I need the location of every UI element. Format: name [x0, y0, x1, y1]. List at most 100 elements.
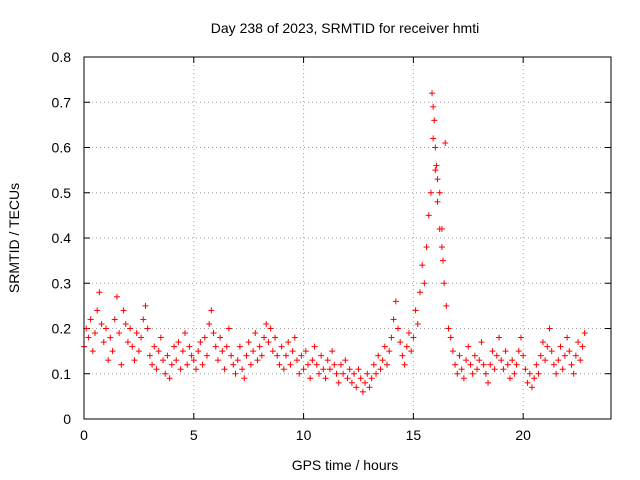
y-tick-label: 0.4 — [52, 230, 72, 246]
data-point — [100, 339, 107, 346]
data-point — [278, 343, 285, 350]
data-point — [408, 348, 415, 355]
data-point — [203, 352, 210, 359]
data-point — [335, 379, 342, 386]
data-point — [509, 357, 516, 364]
data-point — [272, 334, 279, 341]
data-point — [111, 316, 118, 323]
data-point — [553, 370, 560, 377]
data-point — [109, 348, 116, 355]
data-point — [263, 320, 270, 327]
data-point — [471, 352, 478, 359]
data-point — [357, 375, 364, 382]
data-point — [348, 379, 355, 386]
data-point — [311, 343, 318, 350]
data-point — [236, 343, 243, 350]
data-point — [98, 320, 105, 327]
data-point — [337, 361, 344, 368]
data-point — [423, 244, 430, 251]
data-point — [434, 176, 441, 183]
data-point — [395, 325, 402, 332]
data-point — [575, 339, 582, 346]
data-point — [390, 316, 397, 323]
data-point — [535, 370, 542, 377]
data-point — [162, 370, 169, 377]
data-point — [261, 334, 268, 341]
data-point — [436, 189, 443, 196]
data-point — [442, 139, 449, 146]
data-point — [355, 366, 362, 373]
data-point — [219, 348, 226, 355]
data-point — [304, 361, 311, 368]
data-point — [430, 103, 437, 110]
data-point — [234, 357, 241, 364]
data-point — [443, 302, 450, 309]
data-point — [133, 330, 140, 337]
data-point — [153, 366, 160, 373]
data-point — [217, 334, 224, 341]
data-point — [223, 343, 230, 350]
data-point — [91, 330, 98, 337]
data-point — [449, 348, 456, 355]
axis-ticks — [83, 56, 611, 420]
data-point — [144, 325, 151, 332]
data-point — [544, 343, 551, 350]
data-point — [296, 370, 303, 377]
data-point — [526, 370, 533, 377]
data-point — [94, 307, 101, 314]
data-point — [164, 352, 171, 359]
x-tick-label: 20 — [515, 427, 531, 443]
data-point — [513, 361, 520, 368]
data-point — [342, 357, 349, 364]
data-point — [232, 370, 239, 377]
data-point — [85, 334, 92, 341]
data-point — [555, 357, 562, 364]
data-point — [192, 366, 199, 373]
data-point — [364, 370, 371, 377]
data-point — [388, 334, 395, 341]
data-point — [366, 384, 373, 391]
data-point — [307, 375, 314, 382]
data-point — [561, 352, 568, 359]
data-point — [550, 361, 557, 368]
data-point — [102, 325, 109, 332]
data-point — [480, 361, 487, 368]
data-point — [344, 375, 351, 382]
data-point — [430, 135, 437, 142]
data-point — [433, 162, 440, 169]
data-point — [353, 384, 360, 391]
data-point — [537, 352, 544, 359]
data-point — [239, 366, 246, 373]
y-tick-label: 0 — [63, 411, 71, 427]
data-point — [421, 280, 428, 287]
data-point — [465, 343, 472, 350]
data-point — [362, 379, 369, 386]
data-point — [267, 325, 274, 332]
data-point — [269, 348, 276, 355]
data-point — [168, 361, 175, 368]
data-point — [135, 348, 142, 355]
data-point — [276, 361, 283, 368]
data-point — [210, 330, 217, 337]
data-point — [533, 361, 540, 368]
data-point — [166, 375, 173, 382]
data-point — [441, 280, 448, 287]
data-point — [206, 320, 213, 327]
grid-lines — [84, 57, 611, 419]
data-point — [568, 361, 575, 368]
plot-frame — [83, 56, 612, 420]
data-point — [329, 348, 336, 355]
data-point — [416, 289, 423, 296]
data-point — [96, 289, 103, 296]
y-tick-label: 0.7 — [52, 94, 72, 110]
data-point — [214, 357, 221, 364]
data-point — [241, 375, 248, 382]
data-point — [377, 366, 384, 373]
data-point — [146, 352, 153, 359]
data-point — [265, 339, 272, 346]
y-tick-label: 0.3 — [52, 275, 72, 291]
data-point — [120, 307, 127, 314]
data-point — [375, 352, 382, 359]
data-point — [410, 334, 417, 341]
data-point — [245, 339, 252, 346]
